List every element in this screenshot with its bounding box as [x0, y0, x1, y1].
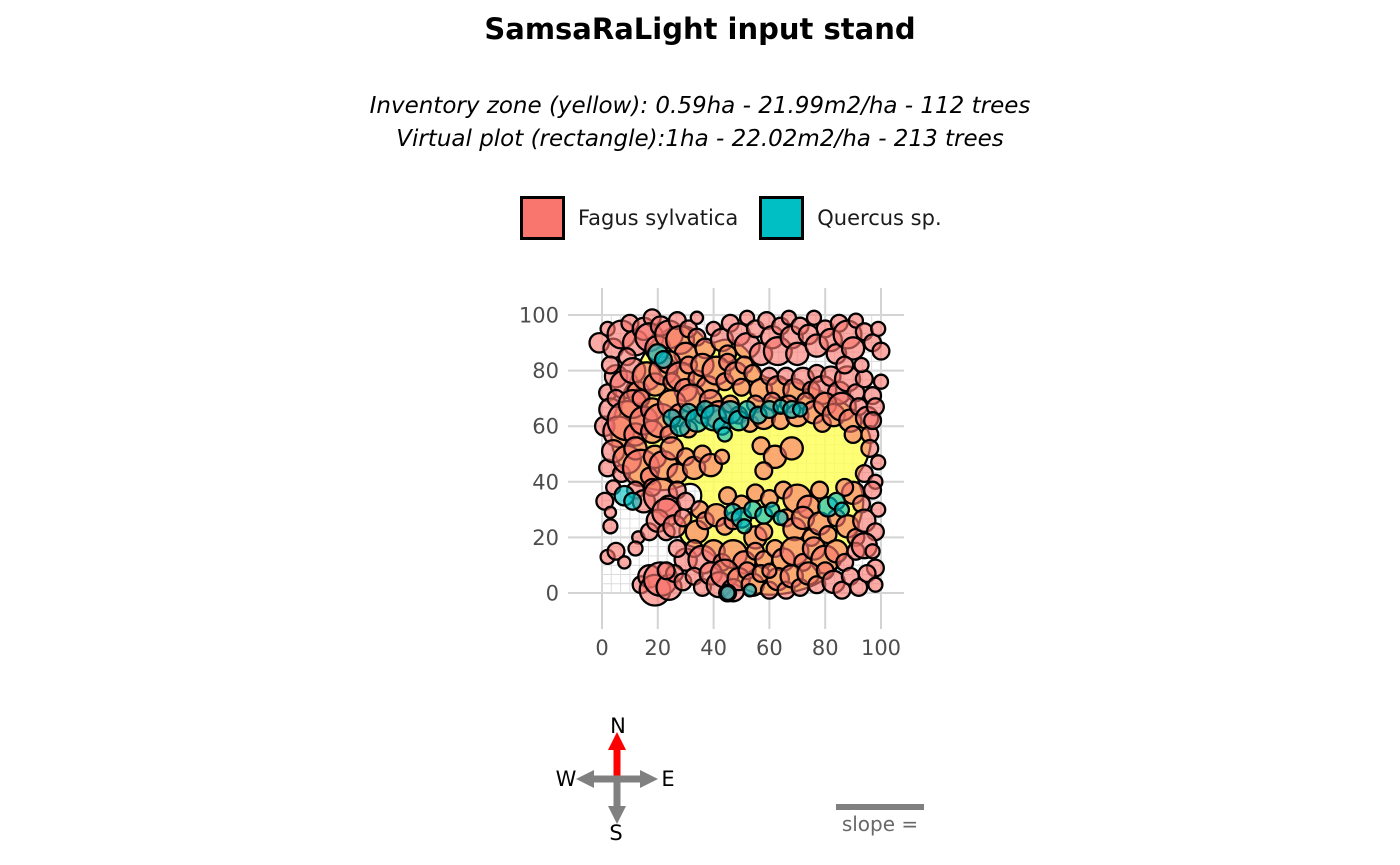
tree-fagus: [667, 538, 687, 559]
tree-fagus: [863, 411, 883, 431]
tree-quercus: [623, 491, 643, 511]
tree-quercus: [716, 426, 733, 443]
stand-plot: 0 20 40 60 80 100 0 20 40 60 80 100: [519, 288, 904, 660]
tree-quercus: [653, 349, 673, 370]
tree-fagus: [754, 522, 774, 542]
tree-fagus: [864, 543, 881, 560]
y-tick-label: 100: [519, 304, 559, 328]
tree-fagus: [603, 505, 618, 520]
tree-fagus: [835, 477, 855, 497]
tree-quercus: [719, 584, 736, 602]
y-tick-label: 20: [532, 526, 559, 550]
y-tick-label: 60: [532, 415, 559, 439]
compass: N W E S: [556, 714, 675, 845]
y-axis-tick-labels: 0 20 40 60 80 100: [519, 304, 559, 606]
quercus-swatch: [759, 196, 805, 240]
tree-fagus: [854, 369, 874, 389]
tree-fagus: [843, 424, 863, 445]
x-tick-label: 0: [595, 636, 608, 660]
legend-item-fagus: Fagus sylvatica: [520, 196, 759, 240]
page-title: SamsaRaLight input stand: [484, 12, 916, 46]
subtitle-line-1: Inventory zone (yellow): 0.59ha - 21.99m…: [369, 93, 1031, 119]
y-tick-label: 0: [546, 582, 559, 606]
quercus-label: Quercus sp.: [817, 206, 942, 230]
tree-quercus: [833, 501, 851, 518]
slope-label: slope =: [841, 812, 919, 836]
tree-quercus: [772, 509, 789, 527]
tree-fagus: [602, 518, 619, 535]
tree-fagus: [853, 356, 870, 374]
west-arrowhead: [576, 770, 594, 788]
tree-fagus: [849, 577, 869, 597]
tree-fagus: [860, 438, 880, 458]
fagus-swatch: [520, 196, 565, 240]
fagus-label: Fagus sylvatica: [578, 206, 739, 230]
tree-fagus: [627, 540, 644, 557]
x-tick-label: 20: [644, 636, 671, 660]
x-axis-tick-labels: 0 20 40 60 80 100: [595, 636, 901, 660]
north-label: N: [610, 714, 626, 738]
slope-bar: [836, 804, 924, 810]
x-tick-label: 80: [812, 636, 839, 660]
tree-fagus: [689, 310, 705, 326]
tree-fagus: [840, 336, 866, 361]
south-label: S: [609, 821, 622, 845]
x-tick-label: 100: [861, 636, 901, 660]
tree-quercus: [742, 582, 758, 598]
tree-fagus: [870, 501, 887, 518]
tree-fagus: [867, 576, 884, 593]
tree-fagus: [713, 448, 731, 465]
tree-fagus: [871, 341, 891, 361]
tree-fagus: [673, 508, 693, 528]
subtitle: Inventory zone (yellow): 0.59ha - 21.99m…: [0, 90, 1400, 156]
tree-fagus: [761, 562, 778, 579]
legend-item-quercus: Quercus sp.: [759, 196, 962, 240]
tree-fagus: [606, 541, 626, 561]
south-arrowhead: [608, 806, 626, 824]
y-tick-label: 40: [532, 470, 559, 494]
tree-fagus: [805, 309, 823, 326]
north-arrowhead: [608, 732, 626, 750]
tree-fagus: [656, 561, 676, 581]
east-arrowhead: [640, 770, 658, 788]
tree-quercus: [791, 401, 809, 418]
east-label: E: [661, 767, 674, 791]
tree-fagus: [863, 480, 883, 500]
x-tick-label: 40: [700, 636, 727, 660]
tree-fagus: [617, 555, 632, 570]
tree-quercus: [736, 518, 753, 535]
tree-layer: [588, 308, 891, 607]
x-tick-label: 60: [756, 636, 783, 660]
tree-fagus: [731, 377, 752, 397]
tree-fagus: [779, 436, 804, 461]
y-tick-label: 80: [532, 359, 559, 383]
tree-fagus: [810, 480, 830, 500]
slope-indicator: slope =: [836, 804, 924, 836]
tree-fagus: [718, 486, 738, 506]
tree-fagus: [600, 355, 620, 375]
west-label: W: [556, 767, 577, 791]
tree-fagus: [870, 454, 887, 471]
subtitle-line-2: Virtual plot (rectangle):1ha - 22.02m2/h…: [396, 126, 1004, 152]
tree-fagus: [870, 320, 887, 338]
legend: Fagus sylvatica Quercus sp.: [520, 196, 963, 240]
tree-fagus: [754, 461, 774, 481]
tree-fagus: [872, 373, 890, 390]
tree-fagus: [835, 355, 855, 375]
